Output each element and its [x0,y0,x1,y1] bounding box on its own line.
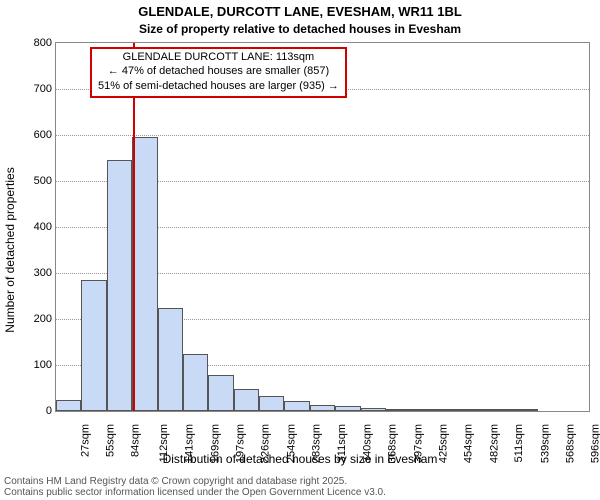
histogram-bar [259,396,284,411]
histogram-bar [335,406,360,411]
histogram-bar [361,408,386,411]
annotation-line-1: GLENDALE DURCOTT LANE: 113sqm [98,50,339,64]
histogram-bar [437,409,462,411]
annotation-box: GLENDALE DURCOTT LANE: 113sqm← 47% of de… [90,47,347,98]
y-tick: 400 [22,221,52,233]
histogram-bar [284,401,309,411]
chart-subtitle: Size of property relative to detached ho… [0,22,600,36]
chart-container: GLENDALE, DURCOTT LANE, EVESHAM, WR11 1B… [0,0,600,500]
histogram-bar [462,409,487,411]
y-tick: 600 [22,129,52,141]
histogram-bar [310,405,335,411]
y-axis-label: Number of detached properties [3,167,17,332]
x-axis-label: Distribution of detached houses by size … [0,452,600,466]
histogram-bar [107,160,132,411]
histogram-bar [411,409,436,411]
chart-title: GLENDALE, DURCOTT LANE, EVESHAM, WR11 1B… [0,4,600,19]
footer-attribution: Contains HM Land Registry data © Crown c… [4,476,386,498]
histogram-bar [513,409,538,411]
y-tick: 700 [22,83,52,95]
annotation-line-2: ← 47% of detached houses are smaller (85… [98,64,339,78]
histogram-bar [208,375,233,411]
y-tick: 800 [22,37,52,49]
histogram-bar [234,389,259,411]
footer-line-2: Contains public sector information licen… [4,487,386,498]
histogram-bar [81,280,106,411]
y-tick: 200 [22,313,52,325]
y-tick: 500 [22,175,52,187]
histogram-bar [158,308,183,412]
annotation-line-3: 51% of semi-detached houses are larger (… [98,79,339,93]
gridline [56,135,589,136]
y-tick: 0 [22,405,52,417]
property-marker-line [133,43,135,411]
histogram-bar [183,354,208,412]
footer-line-1: Contains HM Land Registry data © Crown c… [4,476,386,487]
y-tick: 100 [22,359,52,371]
histogram-bar [56,400,81,412]
histogram-bar [386,409,411,411]
y-tick: 300 [22,267,52,279]
plot-area: GLENDALE DURCOTT LANE: 113sqm← 47% of de… [55,42,590,412]
histogram-bar [132,137,157,411]
histogram-bar [487,409,512,411]
